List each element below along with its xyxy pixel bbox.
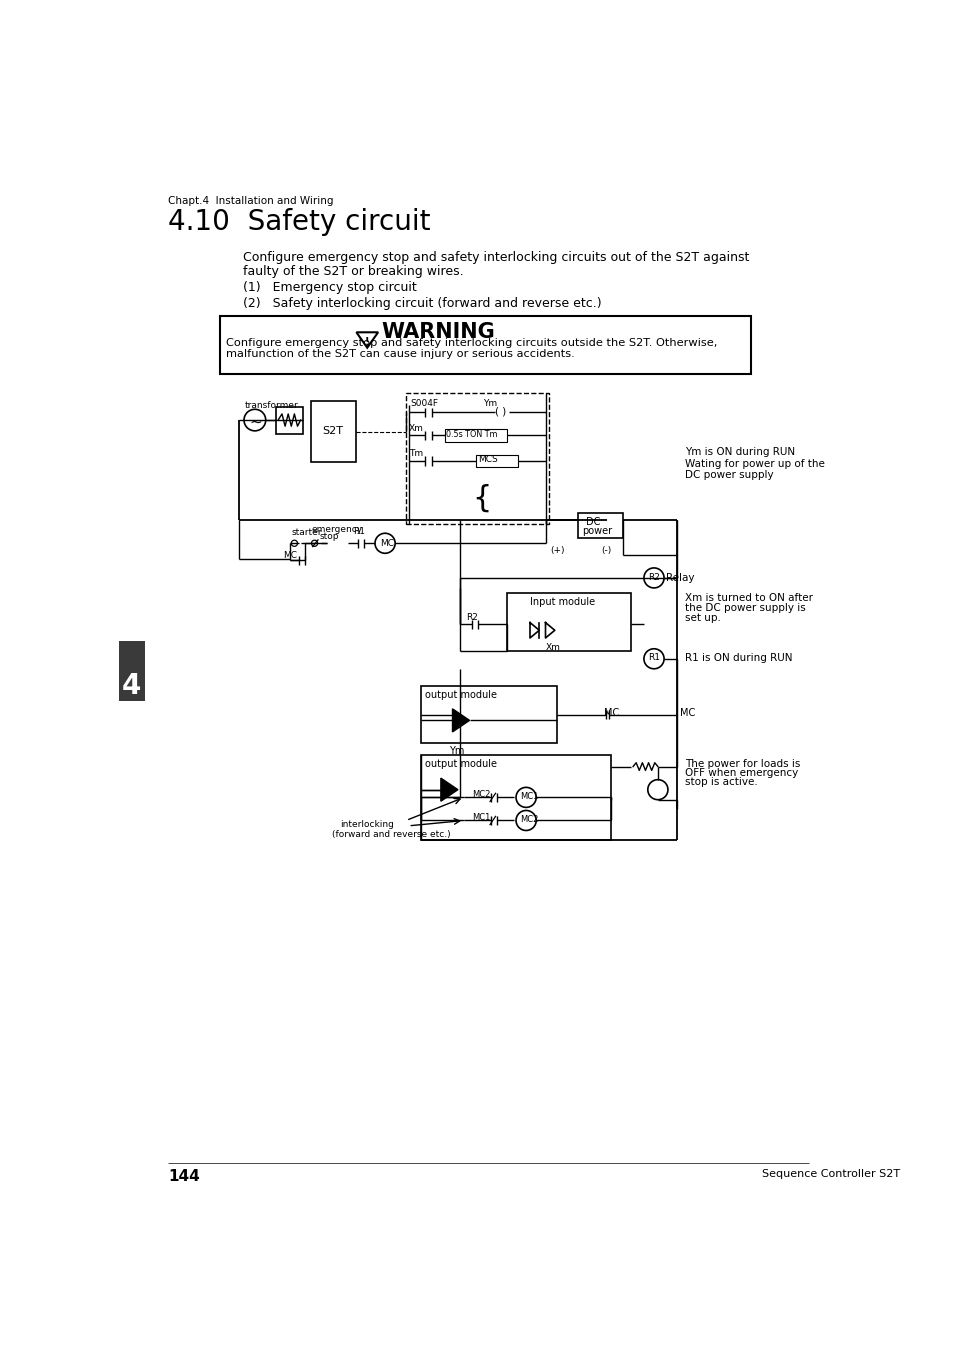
Text: R2: R2 xyxy=(647,573,659,581)
Bar xyxy=(444,430,506,442)
Bar xyxy=(406,393,549,524)
Text: Xm: Xm xyxy=(409,424,423,432)
Circle shape xyxy=(375,534,395,554)
Circle shape xyxy=(643,648,663,669)
Circle shape xyxy=(643,567,663,588)
Text: power: power xyxy=(581,527,612,536)
Text: MC2: MC2 xyxy=(472,790,490,798)
Text: MCS: MCS xyxy=(477,455,497,465)
Text: Wating for power up of the: Wating for power up of the xyxy=(684,458,824,469)
Text: 0.5s TON Tm: 0.5s TON Tm xyxy=(446,430,497,439)
Bar xyxy=(311,401,356,462)
Text: The power for loads is: The power for loads is xyxy=(684,759,800,769)
Text: {: { xyxy=(472,484,491,513)
Text: the DC power supply is: the DC power supply is xyxy=(684,604,805,613)
Text: MC1: MC1 xyxy=(519,792,537,801)
Text: DC: DC xyxy=(585,517,599,527)
Text: (+): (+) xyxy=(550,546,564,554)
Polygon shape xyxy=(356,332,377,347)
Bar xyxy=(275,407,303,434)
Text: Xm is turned to ON after: Xm is turned to ON after xyxy=(684,593,812,604)
Bar xyxy=(421,755,611,840)
Text: Ym: Ym xyxy=(483,400,497,408)
Text: WARNING: WARNING xyxy=(381,322,495,342)
Text: !: ! xyxy=(365,336,369,347)
Text: starter: starter xyxy=(291,528,321,536)
Text: MC: MC xyxy=(679,708,695,719)
Text: MC: MC xyxy=(603,708,618,719)
Text: MC: MC xyxy=(282,551,296,559)
Text: 4.10  Safety circuit: 4.10 Safety circuit xyxy=(168,208,430,236)
Text: malfunction of the S2T can cause injury or serious accidents.: malfunction of the S2T can cause injury … xyxy=(226,349,575,359)
Text: Tm: Tm xyxy=(409,450,423,458)
Circle shape xyxy=(311,540,317,546)
Polygon shape xyxy=(452,709,469,732)
Text: (2)   Safety interlocking circuit (forward and reverse etc.): (2) Safety interlocking circuit (forward… xyxy=(243,297,601,309)
Text: MC: MC xyxy=(379,539,394,547)
Text: S2T: S2T xyxy=(322,426,343,436)
Text: (forward and reverse etc.): (forward and reverse etc.) xyxy=(332,830,451,839)
Text: Xm: Xm xyxy=(545,643,559,653)
Text: ~: ~ xyxy=(249,415,262,430)
Text: Sequence Controller S2T: Sequence Controller S2T xyxy=(761,1169,900,1179)
Bar xyxy=(578,513,622,538)
Text: interlocking: interlocking xyxy=(340,820,394,830)
Circle shape xyxy=(244,409,266,431)
Text: R1: R1 xyxy=(353,527,365,536)
Text: transformer: transformer xyxy=(245,401,298,409)
Text: Configure emergency stop and safety interlocking circuits outside the S2T. Other: Configure emergency stop and safety inte… xyxy=(226,338,717,347)
Circle shape xyxy=(291,540,297,546)
Text: (1)   Emergency stop circuit: (1) Emergency stop circuit xyxy=(243,281,416,295)
Text: faulty of the S2T or breaking wires.: faulty of the S2T or breaking wires. xyxy=(243,265,463,277)
Text: Chapt.4  Installation and Wiring: Chapt.4 Installation and Wiring xyxy=(168,196,334,205)
Circle shape xyxy=(647,780,667,800)
Text: Ym: Ym xyxy=(448,746,463,755)
Text: 4: 4 xyxy=(122,671,141,700)
Text: emergency: emergency xyxy=(311,524,362,534)
Text: Configure emergency stop and safety interlocking circuits out of the S2T against: Configure emergency stop and safety inte… xyxy=(243,251,749,263)
Text: ( ): ( ) xyxy=(495,407,506,417)
Circle shape xyxy=(516,811,536,831)
Text: Relay: Relay xyxy=(666,573,694,582)
Text: 144: 144 xyxy=(168,1169,199,1185)
Bar xyxy=(220,316,750,374)
Text: Input module: Input module xyxy=(530,597,595,607)
Bar xyxy=(421,686,557,743)
Text: R1: R1 xyxy=(647,654,659,662)
Text: R1 is ON during RUN: R1 is ON during RUN xyxy=(684,654,792,663)
Text: DC power supply: DC power supply xyxy=(684,470,773,480)
Text: R2: R2 xyxy=(466,612,477,621)
Text: set up.: set up. xyxy=(684,613,720,623)
Bar xyxy=(506,593,630,651)
Polygon shape xyxy=(440,778,457,801)
Circle shape xyxy=(516,788,536,808)
Text: output module: output module xyxy=(425,689,497,700)
Text: MC1: MC1 xyxy=(472,813,490,821)
Text: stop is active.: stop is active. xyxy=(684,777,757,788)
Text: stop: stop xyxy=(319,532,338,540)
Bar xyxy=(119,642,145,701)
Text: S004F: S004F xyxy=(410,400,438,408)
Text: output module: output module xyxy=(425,759,497,769)
Text: MC2: MC2 xyxy=(519,815,537,824)
Text: OFF when emergency: OFF when emergency xyxy=(684,769,798,778)
Text: Ym is ON during RUN: Ym is ON during RUN xyxy=(684,447,794,457)
Text: (-): (-) xyxy=(600,546,611,554)
Bar xyxy=(476,455,517,467)
